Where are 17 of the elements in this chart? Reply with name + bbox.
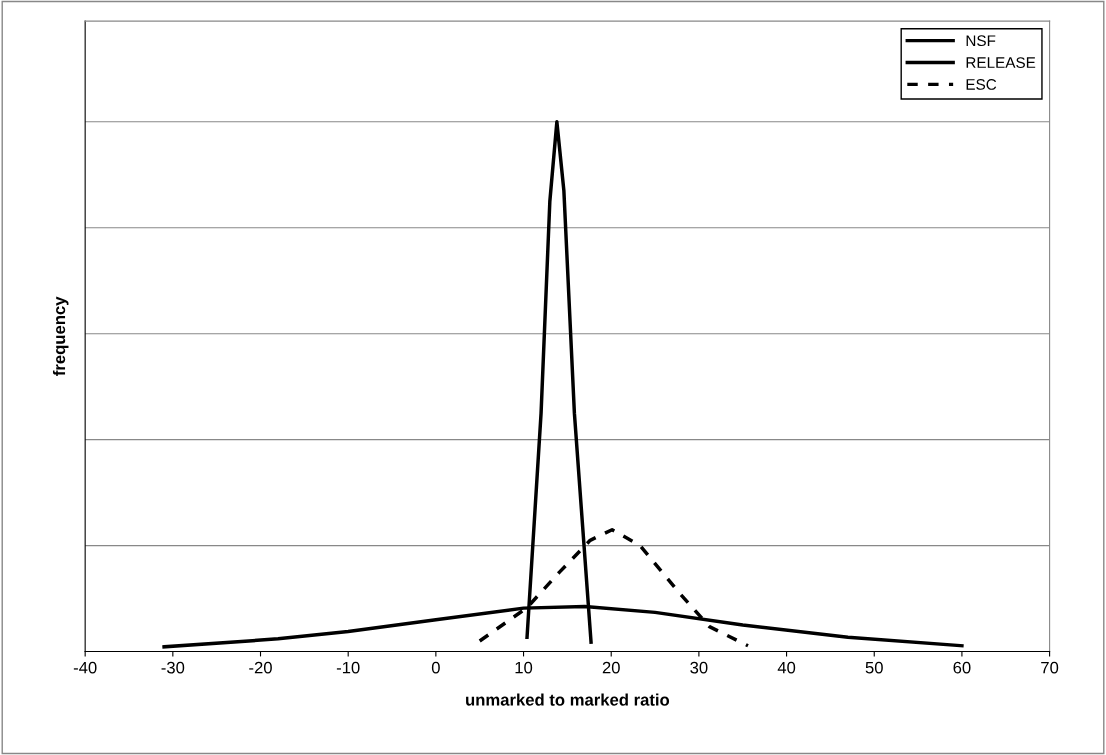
- x-tick-label: 50: [865, 661, 883, 674]
- x-tick-label: -40: [73, 661, 97, 674]
- legend-label: ESC: [966, 79, 997, 90]
- x-tick-label: 0: [431, 661, 440, 674]
- x-tick-label: 10: [515, 661, 533, 674]
- x-axis-title: unmarked to marked ratio: [466, 693, 670, 706]
- x-tick-label: -10: [336, 661, 360, 674]
- x-tick-label: 60: [953, 661, 971, 674]
- legend-label: NSF: [966, 35, 996, 47]
- x-tick-label: -20: [249, 661, 272, 674]
- x-tick-label: 20: [602, 661, 620, 674]
- x-tick-label: 70: [1041, 661, 1059, 674]
- x-tick-label: 40: [777, 661, 796, 674]
- x-tick-label: -30: [161, 661, 185, 674]
- legend-label: RELEASE: [966, 57, 1036, 68]
- y-axis-title: frequency: [52, 296, 69, 376]
- x-tick-label: 30: [690, 661, 708, 674]
